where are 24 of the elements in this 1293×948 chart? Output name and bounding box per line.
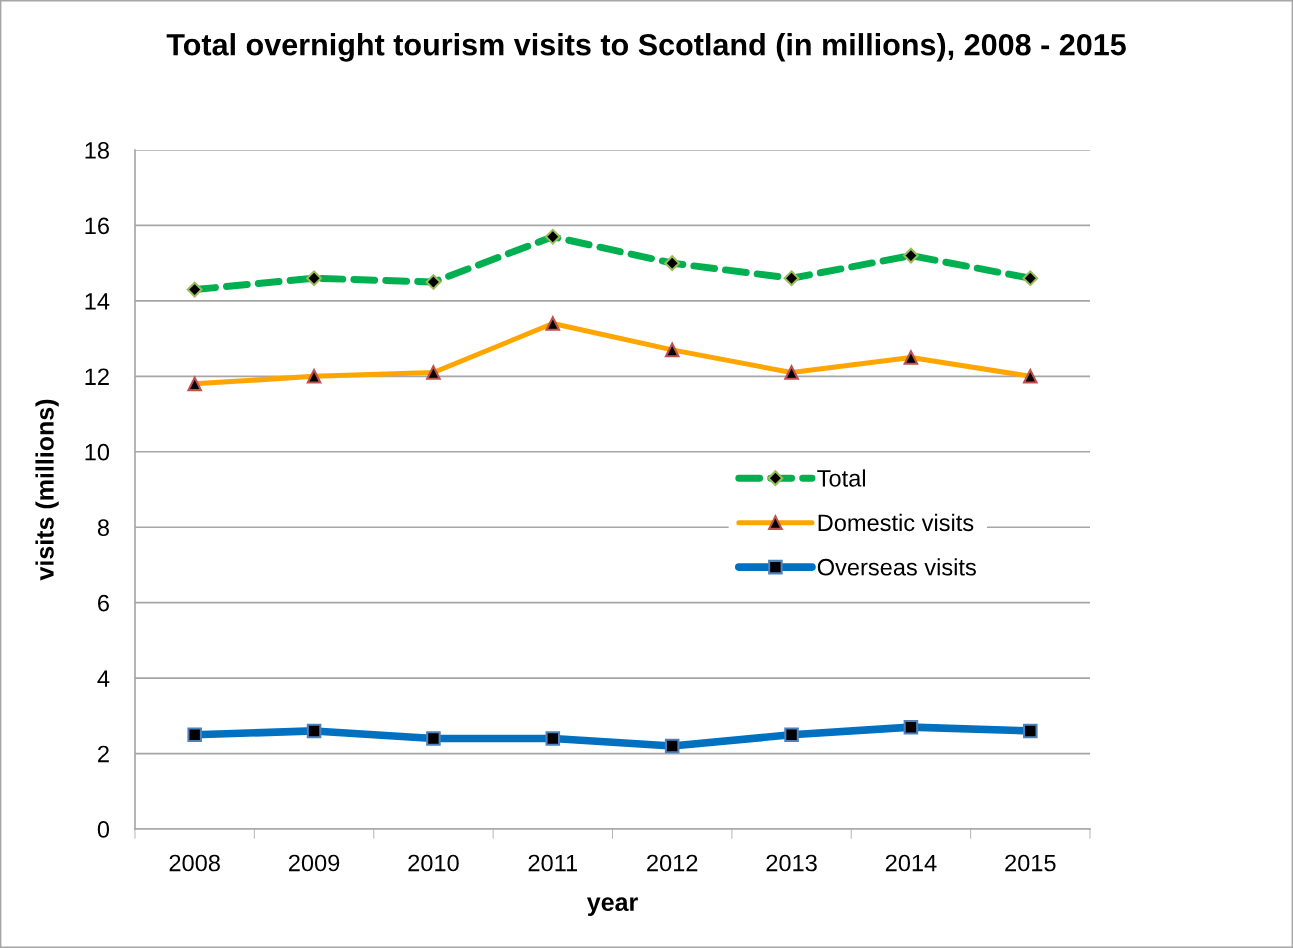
x-tick-label: 2009 [288,854,340,872]
x-tick-label: 2008 [169,854,220,872]
y-tick-label: 10 [85,443,110,461]
x-tick-label: 2014 [885,854,937,872]
x-tick-label: 2011 [528,854,578,872]
y-tick-label: 16 [85,217,109,235]
x-tick-label: 2010 [408,854,459,872]
y-tick-label: 4 [97,670,110,687]
y-tick-label: 18 [85,142,109,159]
x-axis-title: year [586,897,638,917]
x-tick-label: 2012 [647,854,698,872]
x-tick-label: 2013 [766,854,817,872]
y-tick-label: 14 [85,293,110,310]
y-tick-label: 12 [85,368,109,385]
y-tick-label: 2 [98,745,109,763]
x-tick-label: 2015 [1005,854,1056,872]
y-tick-label: 0 [97,821,110,838]
legend-label: Overseas visits [817,558,976,576]
y-tick-label: 6 [98,594,109,612]
y-tick-label: 8 [97,519,109,537]
legend-label: Domestic visits [818,513,974,532]
y-axis-title: visits (millions) [35,399,59,581]
legend-label: Total [817,469,865,487]
chart-title: Total overnight tourism visits to Scotland (in millions), 2008 - 2015 [166,33,1126,62]
